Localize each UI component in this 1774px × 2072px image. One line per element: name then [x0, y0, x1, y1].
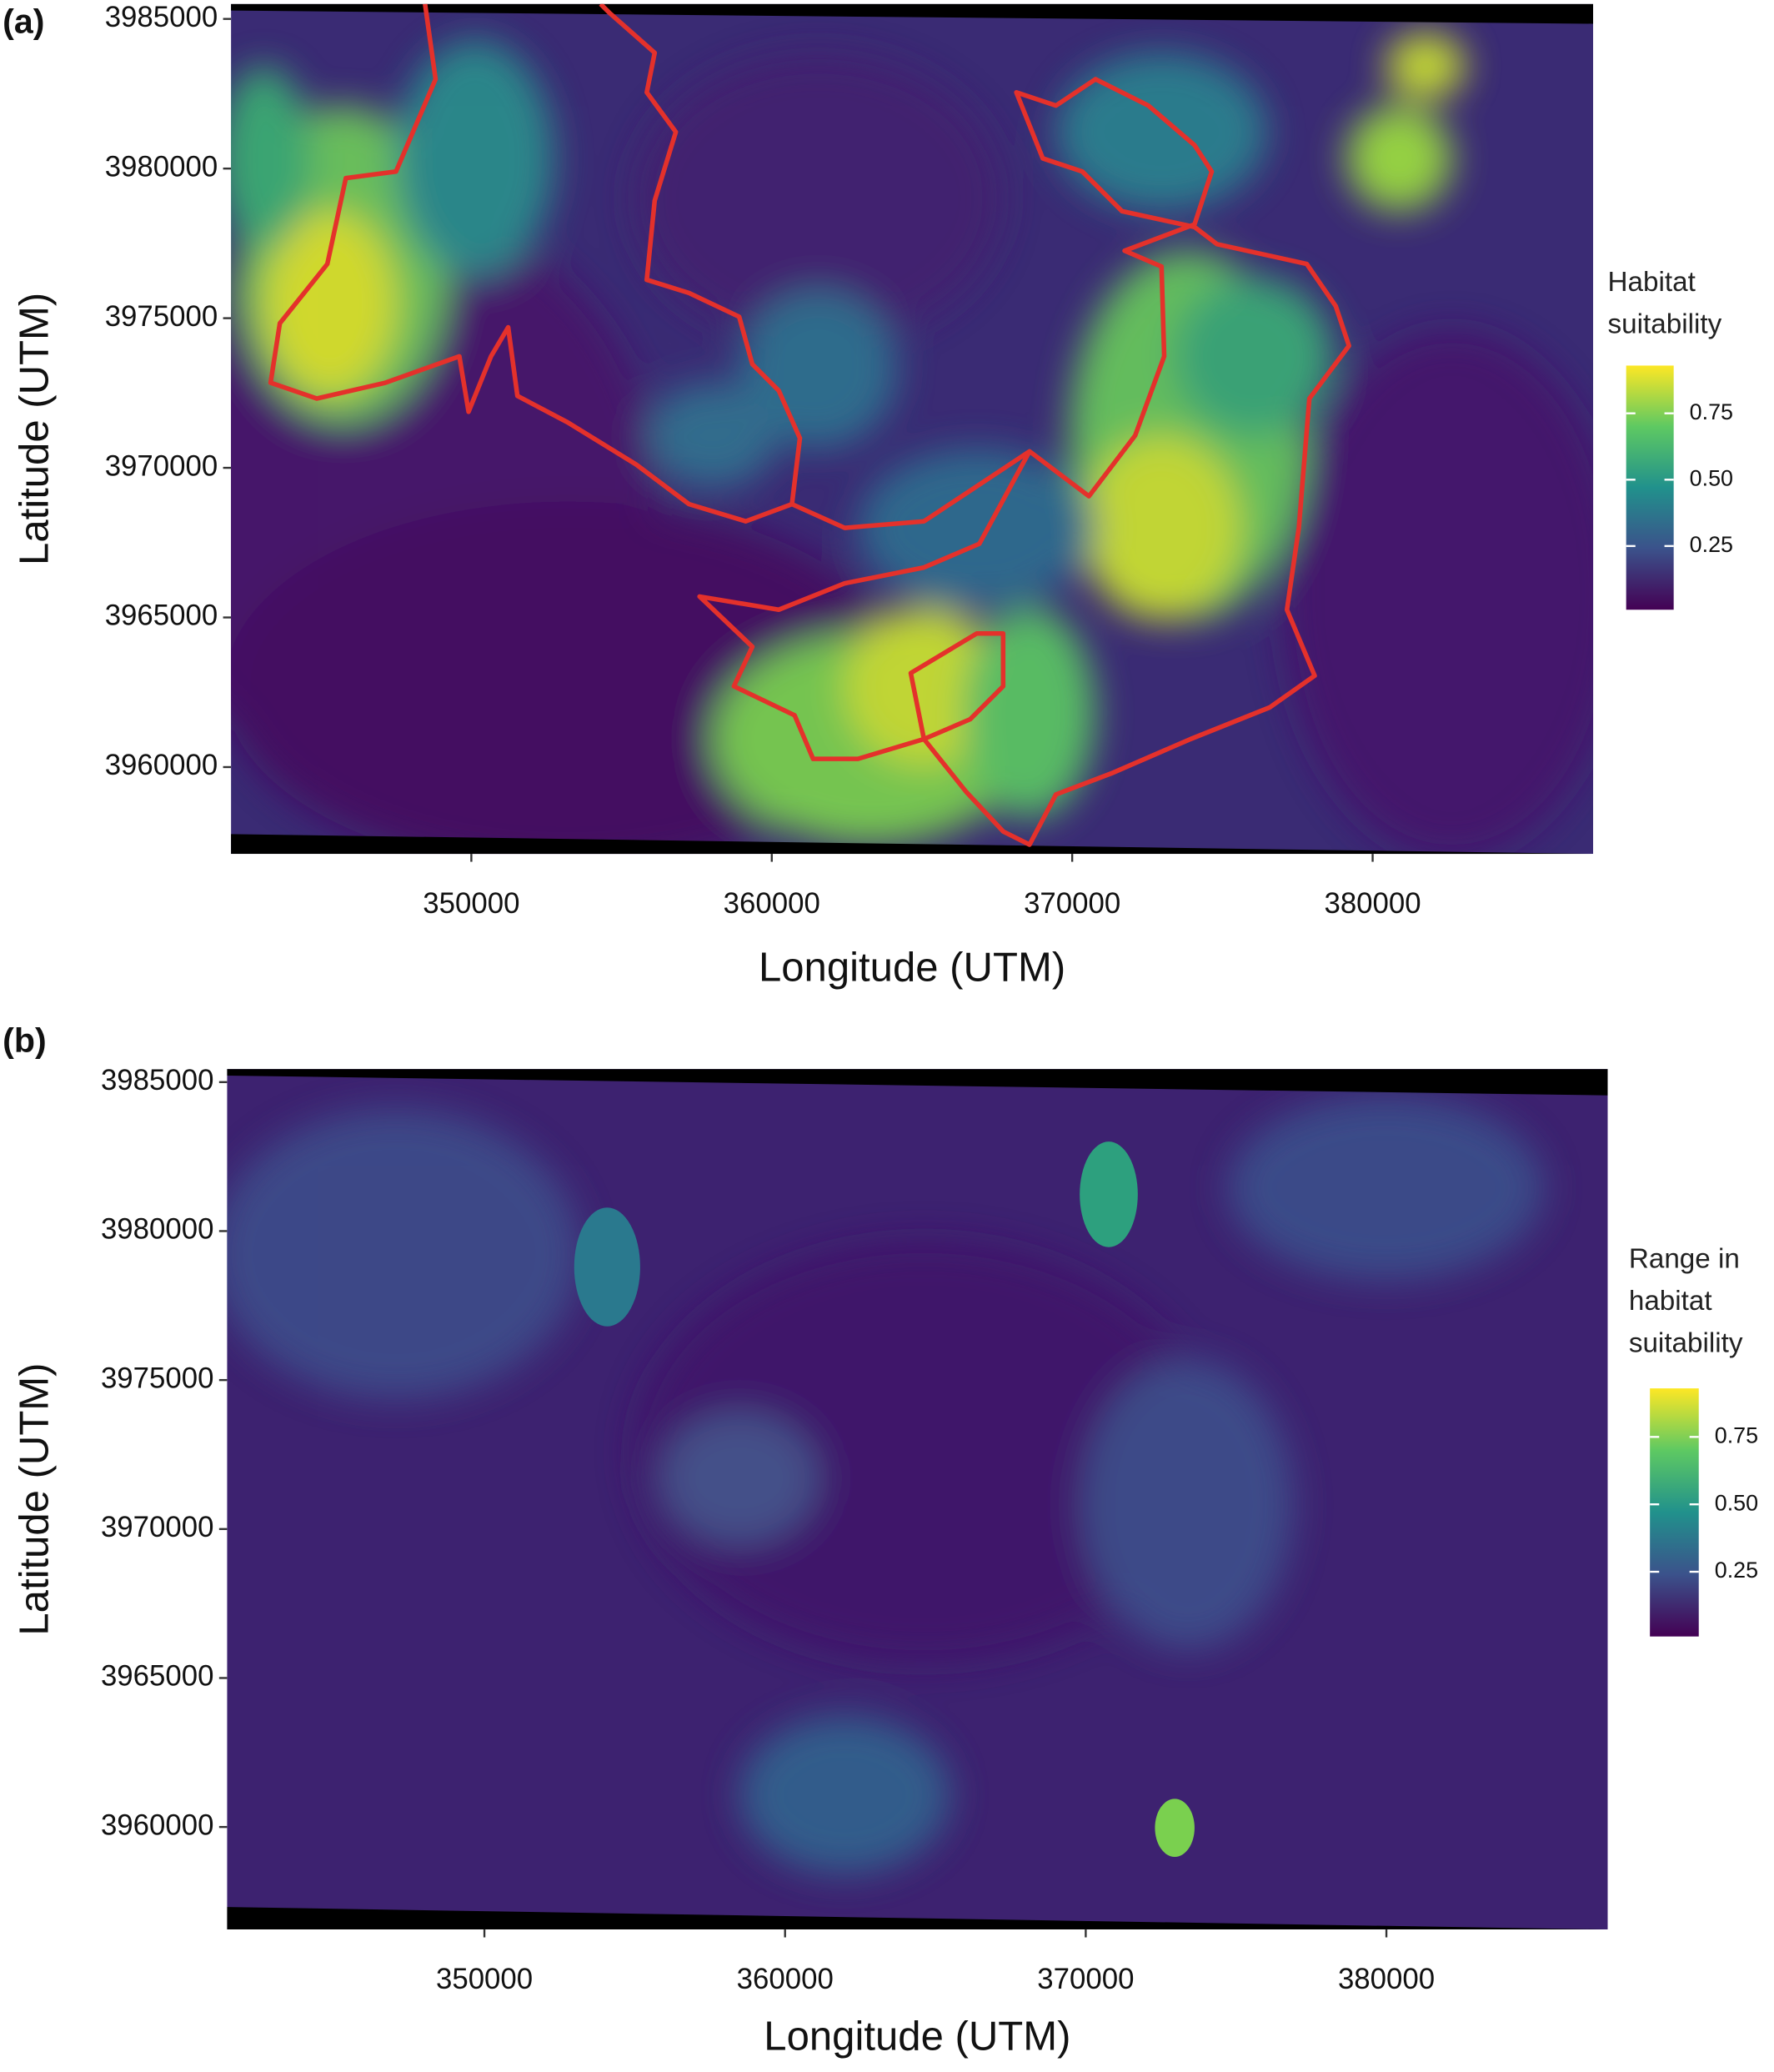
y-tick-label: 3980000	[105, 150, 218, 183]
legend-title: Range in	[1629, 1243, 1740, 1274]
y-axis-title: Latitude (UTM)	[12, 1363, 57, 1636]
y-tick-label: 3970000	[101, 1511, 214, 1543]
colorbar-tick-label: 0.50	[1690, 465, 1733, 490]
x-tick-label: 380000	[1324, 887, 1421, 920]
x-tick-label: 350000	[423, 887, 519, 920]
x-tick-label: 370000	[1037, 1963, 1134, 1995]
y-tick-label: 3960000	[105, 749, 218, 781]
x-tick-label: 350000	[436, 1963, 533, 1995]
y-tick-label: 3960000	[101, 1809, 214, 1841]
y-tick-label: 3980000	[101, 1213, 214, 1246]
colorbar-tick-label: 0.25	[1715, 1558, 1758, 1583]
colorbar-tick-label: 0.25	[1690, 532, 1733, 557]
colorbar-tick-label: 0.75	[1690, 399, 1733, 424]
y-tick-label: 3975000	[105, 300, 218, 333]
x-axis-title: Longitude (UTM)	[759, 945, 1065, 990]
legend-title: suitability	[1629, 1328, 1743, 1359]
y-axis-title: Latitude (UTM)	[12, 293, 57, 565]
raster-texture	[231, 3, 1594, 855]
x-tick-label: 370000	[1024, 887, 1120, 920]
x-tick-label: 360000	[724, 887, 820, 920]
colorbar-tick-label: 0.75	[1715, 1422, 1758, 1447]
x-axis-title: Longitude (UTM)	[764, 2014, 1070, 2059]
x-tick-label: 360000	[737, 1963, 834, 1995]
colorbar	[1650, 1388, 1699, 1637]
y-tick-label: 3985000	[101, 1064, 214, 1096]
y-tick-label: 3965000	[105, 600, 218, 632]
colorbar	[1626, 365, 1674, 610]
panel-label: (a)	[3, 2, 44, 40]
legend-title: suitability	[1608, 309, 1722, 340]
x-tick-label: 380000	[1338, 1963, 1435, 1995]
y-tick-label: 3965000	[101, 1660, 214, 1693]
y-tick-label: 3975000	[101, 1362, 214, 1394]
legend-title: Habitat	[1608, 267, 1696, 298]
legend-title: habitat	[1629, 1286, 1712, 1317]
colorbar-tick-label: 0.50	[1715, 1490, 1758, 1515]
y-tick-label: 3970000	[105, 449, 218, 482]
y-tick-label: 3985000	[105, 1, 218, 33]
raster-texture	[227, 1069, 1608, 1930]
panel-label: (b)	[3, 1021, 47, 1059]
boundary-outline	[268, 3, 1351, 847]
